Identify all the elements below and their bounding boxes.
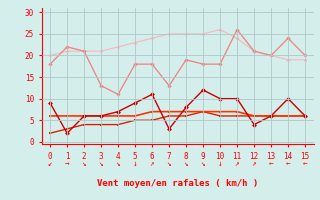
- Text: ←: ←: [286, 160, 291, 168]
- Text: ↘: ↘: [82, 160, 86, 168]
- Text: ↗: ↗: [235, 160, 239, 168]
- Text: ↓: ↓: [133, 160, 137, 168]
- Text: ↘: ↘: [201, 160, 205, 168]
- Text: →: →: [65, 160, 69, 168]
- Text: ↘: ↘: [184, 160, 188, 168]
- Text: ↘: ↘: [116, 160, 120, 168]
- Text: Vent moyen/en rafales ( km/h ): Vent moyen/en rafales ( km/h ): [97, 180, 258, 188]
- Text: ←: ←: [269, 160, 273, 168]
- Text: ↗: ↗: [150, 160, 155, 168]
- Text: ←: ←: [303, 160, 308, 168]
- Text: ↘: ↘: [167, 160, 172, 168]
- Text: ↘: ↘: [99, 160, 103, 168]
- Text: ↙: ↙: [48, 160, 52, 168]
- Text: ↗: ↗: [252, 160, 256, 168]
- Text: ↓: ↓: [218, 160, 222, 168]
